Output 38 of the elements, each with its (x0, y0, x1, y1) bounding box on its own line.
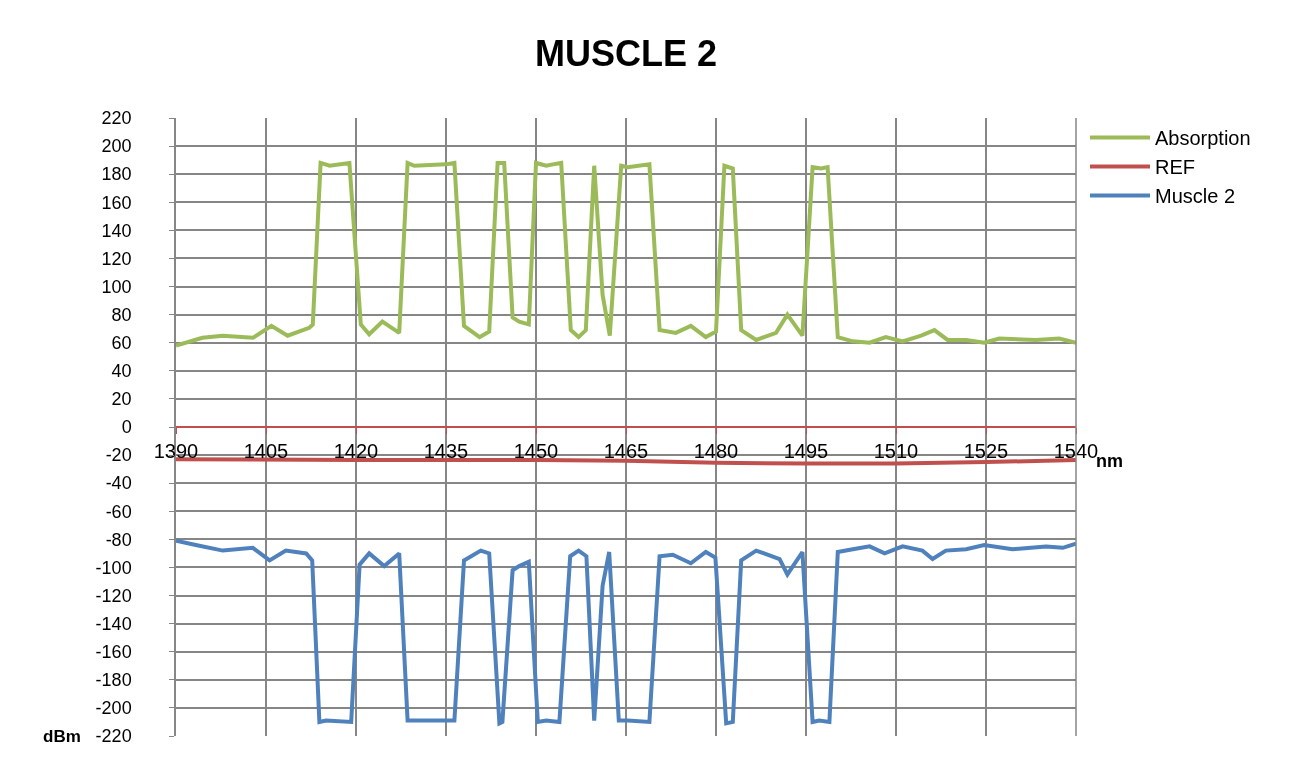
y-tick-label: -200 (95, 698, 132, 719)
y-tick-label: 200 (101, 136, 132, 157)
y-tick-label: -40 (105, 473, 132, 494)
y-tick-label: -20 (105, 445, 132, 466)
y-tick-label: -120 (95, 585, 132, 606)
y-tick-label: 140 (101, 220, 132, 241)
y-tick-label: 40 (111, 361, 132, 382)
y-tick-label: 160 (101, 192, 132, 213)
y-tick-label: -100 (95, 557, 132, 578)
y-tick-label: -60 (105, 501, 132, 522)
y-tick-label: 120 (101, 248, 132, 269)
x-tick-label: 1510 (873, 440, 919, 462)
x-tick-label: 1435 (423, 440, 469, 462)
x-tick-label: 1525 (963, 440, 1009, 462)
y-tick-label: 0 (121, 417, 132, 438)
y-tick-label: 100 (101, 276, 132, 297)
y-tick-label: -180 (95, 670, 132, 691)
y-tick-label: 80 (111, 304, 132, 325)
y-tick-label: -80 (105, 529, 132, 550)
x-tick-label: 1420 (333, 440, 379, 462)
y-tick-label: -220 (95, 726, 132, 747)
chart-title: MUSCLE 2 (534, 32, 718, 74)
y-tick-label: 220 (101, 108, 132, 129)
x-tick-label: 1480 (693, 440, 739, 462)
y-tick-label: -160 (95, 642, 132, 663)
x-tick-label: 1465 (603, 440, 649, 462)
x-tick-label: 1405 (243, 440, 289, 462)
x-tick-label: 1390 (153, 440, 199, 462)
y-tick-label: 60 (111, 333, 132, 354)
legend-label: Absorption (1155, 127, 1251, 150)
y-tick-label: 180 (101, 164, 132, 185)
legend-label: Muscle 2 (1155, 185, 1236, 208)
x-tick-label: 1450 (513, 440, 559, 462)
y-axis-title: dBm (43, 727, 81, 746)
y-tick-label: 20 (111, 389, 132, 410)
legend-label: REF (1155, 156, 1195, 179)
y-tick-label: -140 (95, 613, 132, 634)
x-tick-label: 1495 (783, 440, 829, 462)
